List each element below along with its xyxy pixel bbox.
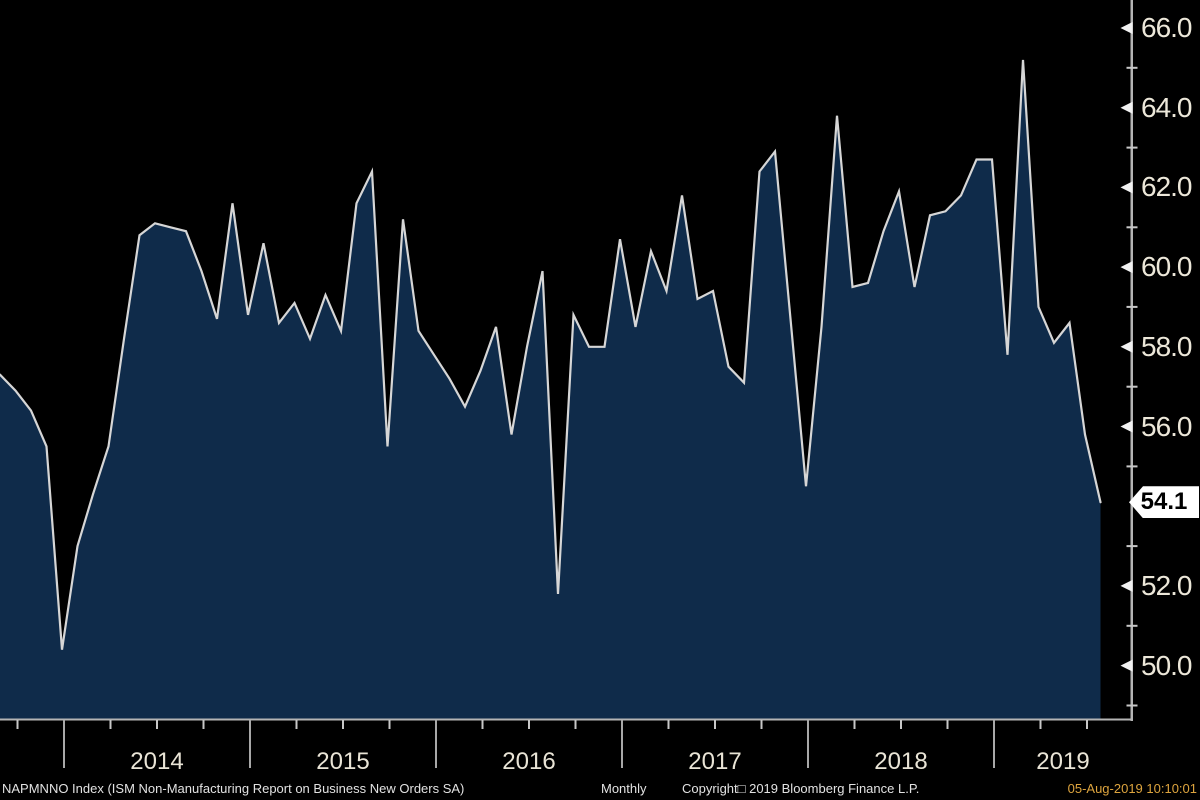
y-minor-tick — [1126, 545, 1138, 548]
x-minor-tick — [714, 720, 716, 729]
y-minor-tick — [1126, 704, 1138, 707]
x-minor-tick — [760, 720, 763, 729]
y-minor-tick — [1126, 226, 1138, 229]
x-minor-tick — [667, 720, 670, 729]
y-axis-label: 66.0 — [1141, 12, 1193, 43]
frequency-label: Monthly — [601, 781, 647, 796]
timestamp-label: 05-Aug-2019 10:10:01 — [1067, 781, 1197, 796]
x-minor-tick — [156, 720, 158, 729]
year-boundary-tick — [807, 720, 809, 768]
x-axis-year-label: 2019 — [1036, 748, 1090, 775]
y-major-tick-arrow — [1120, 340, 1133, 353]
x-minor-tick — [202, 720, 205, 729]
year-boundary-tick — [249, 720, 251, 768]
x-minor-tick — [388, 720, 391, 729]
year-boundary-tick — [993, 720, 995, 768]
y-minor-tick — [1126, 66, 1138, 69]
x-axis-year-label: 2017 — [688, 748, 742, 775]
x-minor-tick — [481, 720, 484, 729]
y-minor-tick — [1126, 465, 1138, 468]
y-axis-label: 56.0 — [1141, 410, 1193, 442]
x-axis-year-label: 2014 — [130, 748, 184, 775]
x-minor-tick — [528, 720, 530, 729]
year-boundary-tick — [621, 720, 623, 768]
y-major-tick-arrow — [1120, 261, 1133, 274]
y-major-tick-arrow — [1120, 181, 1133, 194]
x-minor-tick — [853, 720, 856, 729]
y-axis-label: 50.0 — [1141, 649, 1193, 681]
year-boundary-tick — [63, 720, 65, 768]
y-axis-label: 60.0 — [1141, 251, 1193, 283]
x-axis-year-label: 2018 — [874, 748, 928, 775]
y-major-tick-arrow — [1120, 420, 1133, 433]
x-minor-tick — [295, 720, 298, 729]
x-minor-tick — [1039, 720, 1042, 729]
y-minor-tick — [1126, 624, 1138, 627]
x-axis-year-label: 2015 — [316, 748, 370, 775]
y-axis-label: 62.0 — [1141, 171, 1193, 203]
series-line — [0, 59, 1102, 650]
chart-footer: NAPMNNO Index (ISM Non-Manufacturing Rep… — [0, 775, 1200, 800]
x-minor-tick — [574, 720, 577, 729]
y-axis-label: 64.0 — [1141, 91, 1193, 123]
x-axis-line — [0, 718, 1133, 721]
y-major-tick-arrow — [1120, 22, 1133, 34]
y-minor-tick — [1126, 305, 1138, 308]
series-area-fill — [0, 59, 1101, 720]
y-axis-label: 58.0 — [1141, 330, 1193, 362]
x-minor-tick — [16, 720, 19, 729]
y-minor-tick — [1126, 146, 1138, 149]
y-minor-tick — [1126, 385, 1138, 388]
x-minor-tick — [946, 720, 949, 729]
y-major-tick-arrow — [1120, 101, 1133, 114]
year-boundary-tick — [435, 720, 437, 768]
y-major-tick-arrow — [1120, 659, 1133, 672]
y-major-tick-arrow — [1120, 579, 1133, 592]
security-description: NAPMNNO Index (ISM Non-Manufacturing Rep… — [2, 781, 465, 796]
x-minor-tick — [109, 720, 112, 729]
x-minor-tick — [900, 720, 902, 729]
x-minor-tick — [342, 720, 344, 729]
x-minor-tick — [1086, 720, 1088, 729]
copyright-label: Copyright□ 2019 Bloomberg Finance L.P. — [682, 781, 920, 796]
y-axis-line — [1130, 0, 1133, 721]
x-axis-year-label: 2016 — [502, 748, 556, 775]
y-axis-label: 52.0 — [1141, 569, 1193, 601]
last-value-badge: 54.1 — [1129, 486, 1199, 519]
